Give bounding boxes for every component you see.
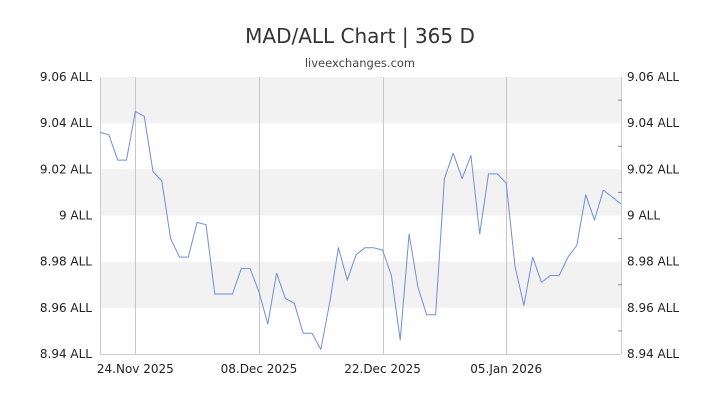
y-tick-label-right: 8.94 ALL [627,347,679,361]
y-tick-label-left: 9.02 ALL [40,162,92,176]
x-axis: 24.Nov 2025 08.Dec 2025 22.Dec 2025 05.Jan … [97,362,542,376]
chart-subtitle: liveexchanges.com [304,56,416,70]
grid-band [100,169,621,216]
vertical-gridlines [135,77,507,354]
y-tick-label-right: 9.04 ALL [627,116,679,130]
y-tick-label-left: 9 ALL [59,209,92,223]
y-axis-left: 9.06 ALL 9.04 ALL 9.02 ALL 9 ALL 8.98 ALL 8.9… [40,70,92,361]
y-tick-label-left: 8.96 ALL [40,301,92,315]
y-tick-label-left: 8.94 ALL [40,347,92,361]
y-tick-label-left: 8.98 ALL [40,255,92,269]
series-line [99,111,622,350]
background-bands [100,77,621,308]
x-tick-label: 05.Jan 2026 [470,362,542,376]
x-tick-label: 08.Dec 2025 [221,362,298,376]
y-tick-label-left: 9.06 ALL [40,70,92,84]
y-tick-label-right: 8.98 ALL [627,255,679,269]
y-tick-label-right: 9 ALL [627,209,660,223]
y-axis-right: 9.06 ALL 9.04 ALL 9.02 ALL 9 ALL 8.98 ALL 8.9… [618,70,679,361]
grid-band [100,261,621,308]
y-tick-label-right: 9.06 ALL [627,70,679,84]
grid-band [100,77,621,124]
y-tick-label-right: 9.02 ALL [627,162,679,176]
x-tick-label: 22.Dec 2025 [344,362,421,376]
y-tick-label-left: 9.04 ALL [40,116,92,130]
x-tick-label: 24.Nov 2025 [97,362,174,376]
series-layer [99,111,622,350]
chart-title: MAD/ALL Chart | 365 D [245,24,475,48]
y-tick-label-right: 8.96 ALL [627,301,679,315]
plot-frame [100,77,622,355]
